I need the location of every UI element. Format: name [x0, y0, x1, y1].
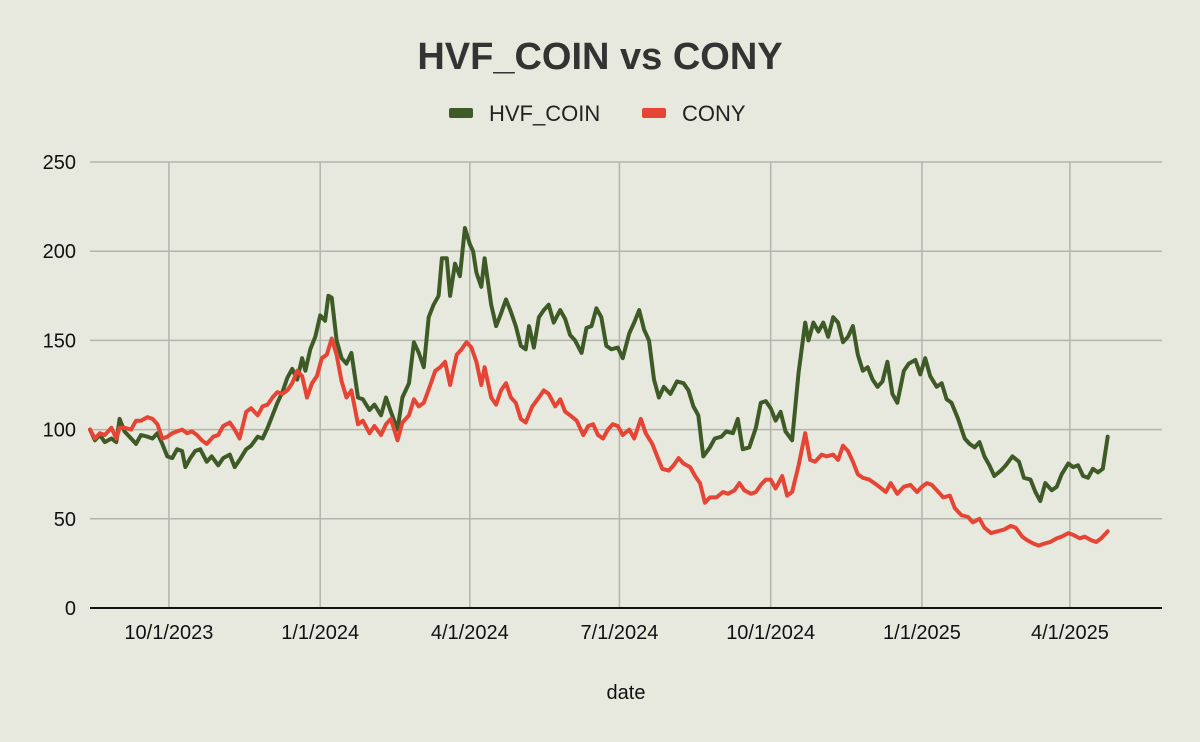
series-line-hvf-coin	[88, 226, 1110, 503]
legend: HVF_COIN CONY	[449, 101, 746, 126]
y-tick-label: 150	[43, 330, 76, 352]
y-tick-label: 250	[43, 152, 76, 174]
series-line-cony	[88, 336, 1110, 548]
x-tick-label: 7/1/2024	[580, 622, 658, 644]
x-tick-label: 10/1/2024	[726, 622, 815, 644]
gridlines	[90, 161, 1162, 608]
legend-label: HVF_COIN	[489, 101, 600, 126]
y-axis: 0 50 100 150 200 250	[43, 152, 76, 620]
x-tick-label: 1/1/2025	[883, 622, 961, 644]
y-tick-label: 200	[43, 241, 76, 263]
y-tick-label: 0	[65, 598, 76, 620]
series-lines	[88, 226, 1110, 548]
legend-label: CONY	[682, 101, 746, 126]
y-tick-label: 100	[43, 420, 76, 442]
legend-swatch	[449, 108, 473, 118]
x-tick-label: 4/1/2024	[431, 622, 509, 644]
x-axis-title: date	[607, 682, 646, 704]
x-axis: 10/1/2023 1/1/2024 4/1/2024 7/1/2024 10/1/20…	[124, 622, 1108, 644]
y-tick-label: 50	[54, 509, 76, 531]
x-tick-label: 10/1/2023	[124, 622, 213, 644]
x-tick-label: 1/1/2024	[281, 622, 359, 644]
legend-swatch	[642, 108, 666, 118]
x-tick-label: 4/1/2025	[1031, 622, 1109, 644]
chart-title: HVF_COIN vs CONY	[417, 36, 782, 78]
